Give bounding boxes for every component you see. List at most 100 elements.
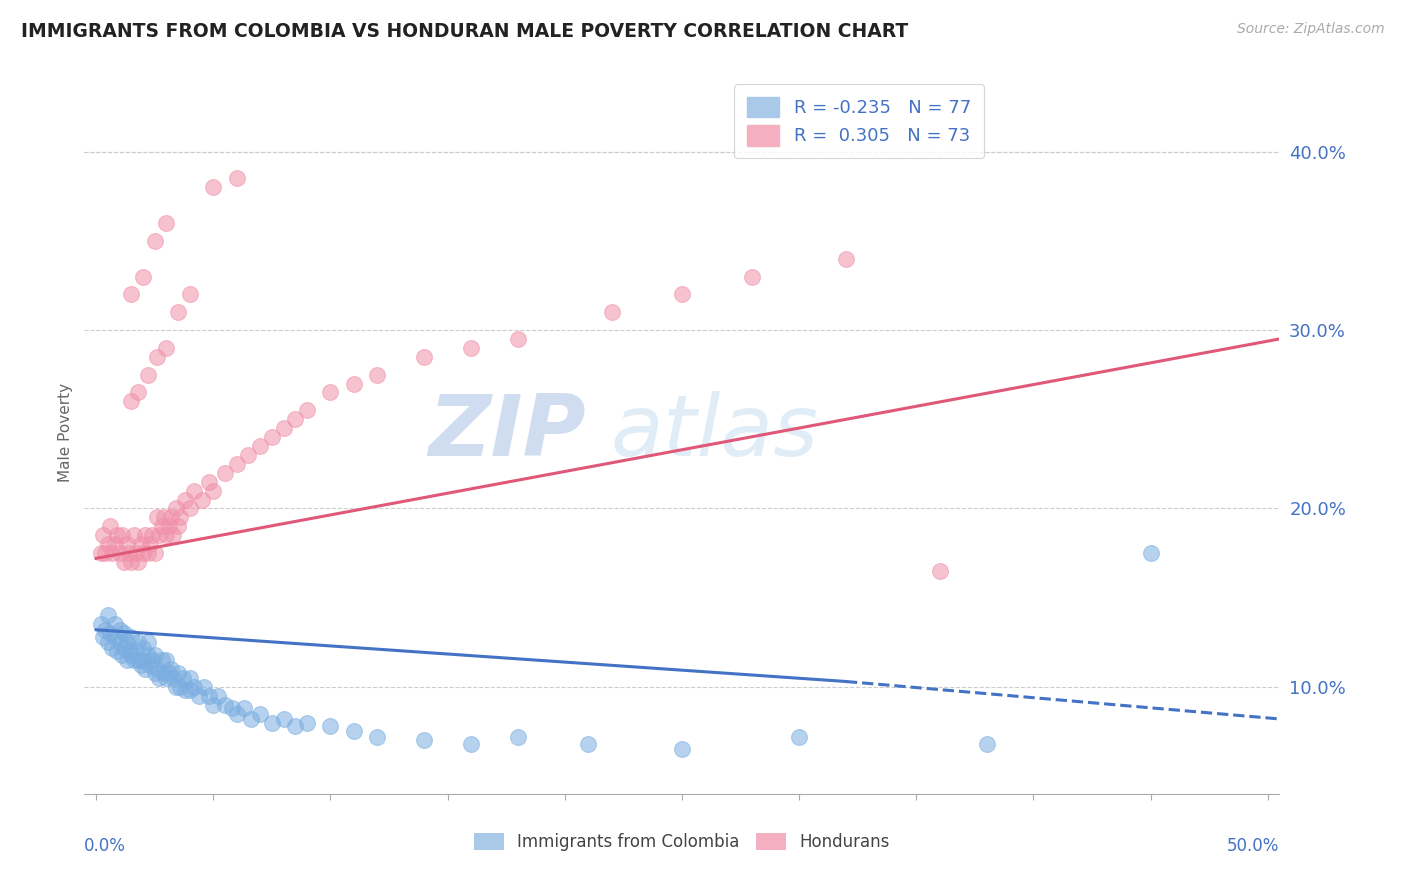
Text: 50.0%: 50.0%	[1227, 838, 1279, 855]
Point	[787, 730, 810, 744]
Point	[112, 640, 135, 655]
Point	[169, 680, 191, 694]
Point	[115, 537, 138, 551]
Point	[143, 648, 166, 662]
Point	[174, 492, 197, 507]
Point	[167, 519, 190, 533]
Point	[90, 617, 112, 632]
Point	[132, 653, 155, 667]
Point	[671, 742, 693, 756]
Point	[101, 546, 124, 560]
Point	[165, 680, 187, 694]
Point	[976, 737, 998, 751]
Point	[120, 648, 142, 662]
Point	[172, 671, 194, 685]
Point	[94, 623, 117, 637]
Point	[179, 671, 201, 685]
Text: ZIP: ZIP	[429, 391, 586, 475]
Point	[139, 537, 162, 551]
Point	[105, 528, 128, 542]
Point	[132, 640, 155, 655]
Point	[197, 475, 219, 489]
Legend: Immigrants from Colombia, Hondurans: Immigrants from Colombia, Hondurans	[467, 826, 897, 858]
Point	[148, 528, 170, 542]
Point	[155, 341, 177, 355]
Point	[319, 385, 342, 400]
Text: 0.0%: 0.0%	[84, 838, 127, 855]
Point	[94, 546, 117, 560]
Point	[143, 665, 166, 680]
Point	[105, 644, 128, 658]
Point	[295, 403, 318, 417]
Point	[249, 439, 271, 453]
Point	[600, 305, 623, 319]
Point	[183, 680, 205, 694]
Point	[115, 635, 138, 649]
Point	[232, 701, 254, 715]
Point	[239, 712, 262, 726]
Point	[273, 712, 295, 726]
Point	[162, 528, 184, 542]
Point	[157, 519, 180, 533]
Point	[190, 492, 212, 507]
Point	[127, 653, 149, 667]
Point	[260, 430, 283, 444]
Point	[153, 665, 176, 680]
Point	[366, 730, 388, 744]
Point	[91, 630, 114, 644]
Point	[91, 528, 114, 542]
Point	[127, 385, 149, 400]
Point	[202, 180, 225, 194]
Point	[165, 501, 187, 516]
Point	[141, 528, 163, 542]
Y-axis label: Male Poverty: Male Poverty	[58, 383, 73, 483]
Point	[741, 269, 763, 284]
Point	[162, 671, 184, 685]
Point	[120, 555, 142, 569]
Point	[143, 546, 166, 560]
Text: IMMIGRANTS FROM COLOMBIA VS HONDURAN MALE POVERTY CORRELATION CHART: IMMIGRANTS FROM COLOMBIA VS HONDURAN MAL…	[21, 22, 908, 41]
Point	[506, 730, 529, 744]
Point	[260, 715, 283, 730]
Point	[169, 510, 191, 524]
Point	[132, 546, 155, 560]
Point	[238, 448, 260, 462]
Point	[155, 671, 177, 685]
Point	[207, 689, 229, 703]
Point	[150, 653, 173, 667]
Point	[112, 555, 135, 569]
Point	[506, 332, 529, 346]
Point	[160, 510, 183, 524]
Point	[136, 648, 159, 662]
Point	[188, 689, 211, 703]
Point	[136, 368, 159, 382]
Point	[221, 701, 243, 715]
Point	[413, 350, 436, 364]
Point	[155, 216, 177, 230]
Point	[127, 635, 149, 649]
Point	[146, 510, 169, 524]
Point	[295, 715, 318, 730]
Point	[97, 635, 120, 649]
Point	[319, 719, 342, 733]
Point	[97, 537, 120, 551]
Point	[155, 528, 177, 542]
Point	[167, 665, 190, 680]
Point	[202, 698, 225, 712]
Point	[366, 368, 388, 382]
Point	[835, 252, 858, 266]
Point	[273, 421, 295, 435]
Point	[129, 658, 152, 673]
Point	[122, 653, 145, 667]
Point	[129, 537, 152, 551]
Point	[153, 510, 176, 524]
Text: atlas: atlas	[610, 391, 818, 475]
Point	[343, 376, 366, 391]
Point	[104, 630, 127, 644]
Point	[98, 626, 121, 640]
Point	[112, 626, 135, 640]
Point	[167, 305, 190, 319]
Point	[576, 737, 599, 751]
Point	[120, 287, 142, 301]
Point	[141, 653, 163, 667]
